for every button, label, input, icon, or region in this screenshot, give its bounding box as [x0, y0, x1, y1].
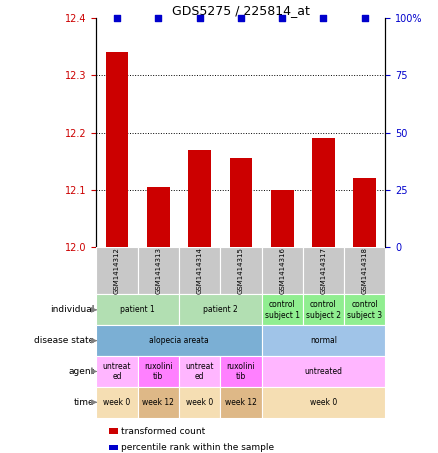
Point [237, 14, 244, 22]
Bar [179, 247, 220, 294]
Bar [179, 356, 220, 387]
Bar [271, 190, 293, 247]
Point [196, 14, 203, 22]
Bar [353, 178, 376, 247]
Text: week 0: week 0 [103, 398, 131, 407]
Bar [220, 387, 261, 418]
Text: normal: normal [310, 336, 337, 345]
Text: week 12: week 12 [225, 398, 257, 407]
Text: GSM1414312: GSM1414312 [114, 247, 120, 294]
Text: disease state: disease state [34, 336, 94, 345]
Text: untreated: untreated [304, 367, 343, 376]
Bar [303, 294, 344, 325]
Point [279, 14, 286, 22]
Text: GSM1414313: GSM1414313 [155, 247, 161, 294]
Bar [96, 387, 138, 418]
Bar [303, 247, 344, 294]
Text: week 0: week 0 [310, 398, 337, 407]
Bar [138, 356, 179, 387]
Bar [220, 247, 261, 294]
Bar [96, 356, 138, 387]
Bar [106, 53, 128, 247]
Bar [220, 356, 261, 387]
Bar [344, 247, 385, 294]
Point [361, 14, 368, 22]
Bar [109, 428, 118, 434]
Text: untreat
ed: untreat ed [103, 362, 131, 381]
Bar [138, 247, 179, 294]
Bar [188, 149, 211, 247]
Bar [344, 294, 385, 325]
Bar [261, 247, 303, 294]
Title: GDS5275 / 225814_at: GDS5275 / 225814_at [172, 4, 310, 17]
Point [155, 14, 162, 22]
Text: alopecia areata: alopecia areata [149, 336, 209, 345]
Text: individual: individual [50, 305, 94, 314]
Text: patient 2: patient 2 [203, 305, 238, 314]
Point [113, 14, 120, 22]
Text: time: time [74, 398, 94, 407]
Bar [138, 387, 179, 418]
Text: GSM1414317: GSM1414317 [321, 247, 326, 294]
Text: GSM1414314: GSM1414314 [197, 247, 203, 294]
Bar [109, 445, 118, 450]
Text: GSM1414316: GSM1414316 [279, 247, 285, 294]
Text: GSM1414315: GSM1414315 [238, 247, 244, 294]
Text: ruxolini
tib: ruxolini tib [144, 362, 173, 381]
Bar [179, 387, 220, 418]
Bar [96, 294, 179, 325]
Text: untreat
ed: untreat ed [185, 362, 214, 381]
Bar [96, 247, 138, 294]
Text: patient 1: patient 1 [120, 305, 155, 314]
Point [320, 14, 327, 22]
Bar [179, 294, 261, 325]
Bar [261, 356, 385, 387]
Text: control
subject 2: control subject 2 [306, 300, 341, 319]
Text: week 12: week 12 [142, 398, 174, 407]
Bar [96, 325, 261, 356]
Text: control
subject 3: control subject 3 [347, 300, 382, 319]
Text: agent: agent [68, 367, 94, 376]
Bar [261, 294, 303, 325]
Bar [230, 158, 252, 247]
Text: week 0: week 0 [186, 398, 213, 407]
Text: transformed count: transformed count [121, 427, 205, 436]
Bar [312, 138, 335, 247]
Bar [147, 187, 170, 247]
Bar [261, 325, 385, 356]
Text: percentile rank within the sample: percentile rank within the sample [121, 443, 274, 452]
Bar [261, 387, 385, 418]
Text: control
subject 1: control subject 1 [265, 300, 300, 319]
Text: ruxolini
tib: ruxolini tib [226, 362, 255, 381]
Text: GSM1414318: GSM1414318 [362, 247, 368, 294]
